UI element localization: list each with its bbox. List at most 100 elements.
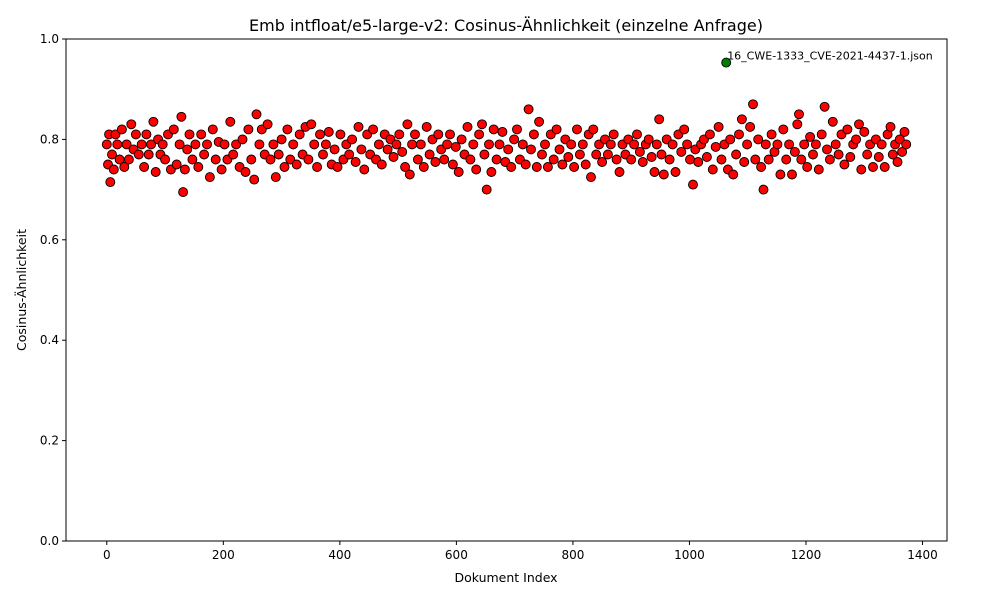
data-point	[750, 154, 761, 165]
data-point	[335, 129, 346, 140]
y-tick-label: 0.4	[40, 333, 59, 347]
data-point	[439, 154, 450, 165]
data-point	[204, 172, 215, 183]
data-point	[488, 124, 499, 135]
data-point	[456, 134, 467, 145]
data-point	[332, 162, 343, 172]
data-point	[753, 134, 764, 145]
data-point	[187, 154, 198, 165]
data-point	[808, 149, 818, 160]
data-point	[141, 129, 152, 140]
data-point	[845, 152, 856, 162]
data-point	[664, 154, 675, 165]
x-tick-label: 800	[561, 548, 584, 562]
highlight-layer: 16_CWE-1333_CVE-2021-4437-1.json	[721, 50, 933, 68]
data-point	[748, 99, 758, 110]
data-point	[143, 149, 154, 160]
data-point	[629, 139, 640, 150]
data-point	[344, 149, 355, 160]
data-point	[453, 167, 464, 177]
data-point	[766, 129, 777, 140]
data-point	[763, 154, 774, 165]
x-axis-label: Dokument Index	[454, 570, 557, 585]
data-point	[566, 139, 577, 150]
data-point	[168, 124, 179, 135]
data-point	[775, 169, 786, 180]
data-point	[303, 154, 314, 165]
data-point	[534, 116, 545, 127]
data-point	[251, 109, 262, 120]
data-point	[739, 157, 750, 167]
data-point	[591, 149, 602, 160]
data-point	[634, 146, 645, 157]
data-point	[179, 164, 190, 175]
data-point	[716, 154, 727, 165]
data-point	[876, 139, 887, 150]
data-point	[580, 159, 591, 170]
data-point	[368, 124, 379, 135]
data-point	[178, 187, 189, 198]
data-point	[778, 124, 789, 135]
data-point	[312, 162, 323, 172]
data-point	[288, 139, 299, 150]
data-point	[176, 111, 187, 122]
data-point	[802, 162, 813, 172]
data-point	[517, 139, 528, 150]
data-point	[107, 149, 117, 160]
data-point	[216, 164, 227, 175]
data-point	[520, 159, 531, 170]
data-point	[731, 149, 742, 160]
data-point	[572, 124, 582, 135]
data-point	[725, 134, 736, 145]
data-point	[486, 167, 497, 177]
data-point	[110, 129, 121, 140]
data-point	[707, 164, 718, 175]
data-point	[851, 134, 862, 145]
data-point	[318, 149, 328, 160]
data-point	[688, 179, 698, 190]
data-point	[497, 126, 508, 137]
data-point	[397, 146, 408, 157]
data-point	[608, 129, 619, 140]
data-point	[468, 139, 479, 150]
plot-frame	[65, 38, 948, 542]
data-point	[693, 157, 704, 167]
data-point	[588, 124, 599, 135]
y-tick-label: 1.0	[40, 32, 59, 46]
data-point	[119, 162, 130, 172]
data-point	[554, 144, 565, 155]
data-point	[676, 146, 687, 157]
data-point	[479, 149, 490, 160]
data-point	[190, 139, 201, 150]
data-point	[494, 139, 505, 150]
data-point	[329, 144, 340, 155]
data-point	[184, 129, 195, 140]
data-point	[481, 184, 492, 195]
data-point	[772, 139, 783, 150]
data-point	[136, 139, 147, 150]
data-point	[243, 124, 254, 135]
data-point	[796, 154, 807, 165]
data-point	[442, 139, 453, 150]
data-point	[182, 144, 193, 155]
data-point	[879, 162, 890, 172]
y-tick-label: 0.2	[40, 434, 59, 448]
data-point	[781, 154, 792, 165]
data-point	[160, 154, 171, 165]
data-point	[710, 141, 721, 152]
data-point	[742, 139, 753, 150]
data-point	[407, 139, 418, 150]
data-point	[400, 162, 411, 172]
data-point	[433, 129, 444, 140]
data-point	[856, 164, 867, 175]
data-point	[157, 139, 168, 150]
data-point	[462, 121, 473, 132]
y-tick-label: 0.6	[40, 233, 59, 247]
data-point	[421, 121, 432, 132]
highlight-point	[721, 57, 732, 68]
data-point	[537, 149, 547, 160]
data-point	[130, 129, 141, 140]
y-axis-ticks: 0.0 0.2 0.4 0.6 0.8 1.0	[40, 32, 66, 548]
data-point	[531, 162, 542, 172]
data-point	[265, 154, 276, 165]
